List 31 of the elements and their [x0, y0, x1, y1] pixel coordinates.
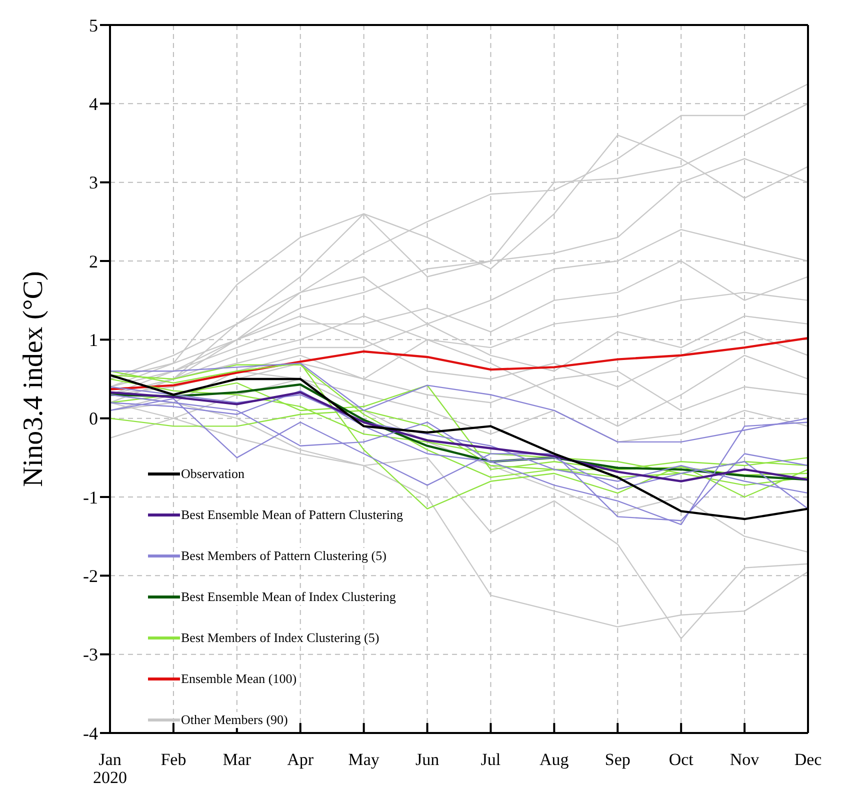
y-tick-label: -2	[83, 566, 98, 586]
x-tick-label: Dec	[794, 750, 822, 769]
x-tick-label: Nov	[730, 750, 760, 769]
x-tick-label: Oct	[668, 750, 694, 769]
y-tick-label: 0	[89, 408, 98, 429]
y-tick-label: 4	[89, 94, 98, 114]
x-tick-label: Jan 2020	[93, 750, 127, 787]
x-tick-label: Jun	[415, 750, 440, 769]
legend-label: Ensemble Mean (100)	[180, 671, 297, 687]
x-tick-label: May	[348, 750, 380, 769]
legend-label: Observation	[180, 466, 245, 482]
x-tick-label: Sep	[604, 750, 630, 769]
x-tick-label: Jul	[480, 750, 501, 769]
x-tick-label: Apr	[287, 750, 314, 769]
y-tick-label: 5	[89, 15, 98, 36]
legend-label: Best Members of Pattern Clustering (5)	[180, 548, 386, 564]
y-tick-label: 2	[89, 251, 98, 272]
line-series	[110, 336, 808, 390]
y-tick-label: -3	[83, 644, 98, 665]
y-tick-label: -1	[83, 487, 98, 508]
y-tick-label: 3	[89, 172, 98, 193]
y-tick-label: -4	[83, 723, 98, 744]
y-tick-label: 1	[89, 330, 98, 350]
legend-label: Best Members of Index Clustering (5)	[180, 630, 380, 646]
y-axis-title: Nino3.4 index (°C)	[18, 271, 49, 487]
x-tick-label: Mar	[222, 750, 252, 769]
legend-label: Other Members (90)	[180, 712, 288, 728]
x-tick-label: Feb	[160, 750, 186, 769]
legend-label: Best Ensemble Mean of Index Clustering	[180, 589, 396, 605]
legend-label: Best Ensemble Mean of Pattern Clustering	[180, 507, 404, 523]
x-tick-label: Aug	[540, 750, 570, 769]
